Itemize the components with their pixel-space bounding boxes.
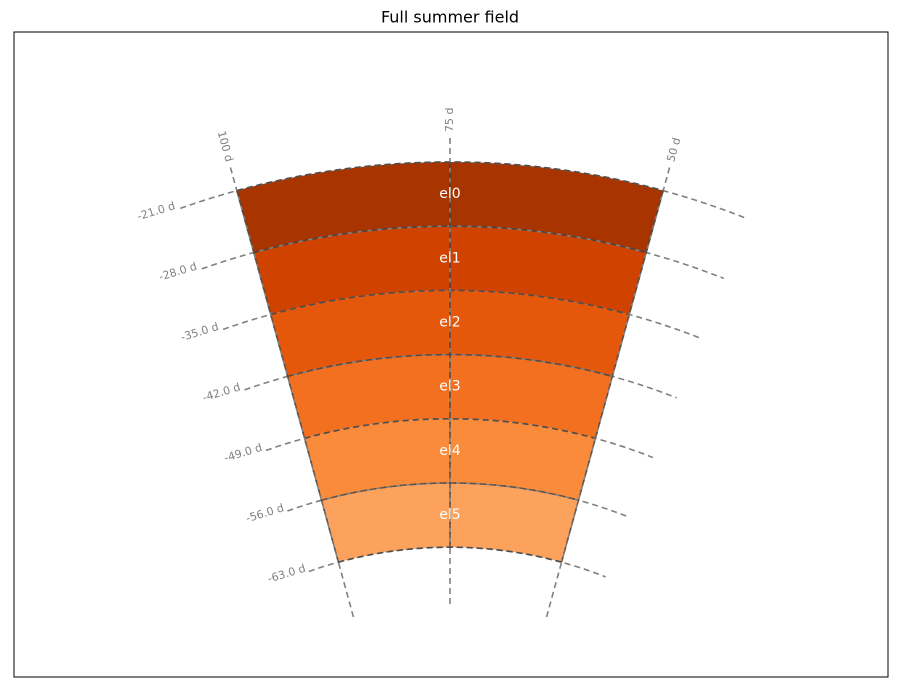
region-label: el5 (439, 507, 460, 523)
region-label: el2 (439, 315, 460, 331)
map-title: Full summer field (381, 8, 519, 27)
region-label: el0 (439, 186, 460, 202)
dec-grid-line (201, 225, 725, 280)
ra-label: 50 d (664, 136, 683, 163)
dec-label: -49.0 d (223, 441, 264, 465)
dec-label: -28.0 d (157, 260, 198, 284)
ra-label: 75 d (443, 108, 456, 132)
region-edge (253, 225, 647, 254)
region-label: el1 (439, 250, 460, 266)
dec-label: -42.0 d (201, 381, 242, 405)
dec-label: -63.0 d (266, 562, 307, 586)
region-label: el3 (439, 379, 460, 395)
dec-label: -21.0 d (136, 199, 177, 223)
region-edge (236, 190, 340, 563)
region-edge (560, 190, 664, 563)
region-label: el4 (439, 443, 461, 459)
dec-label: -56.0 d (244, 501, 285, 525)
dec-label: -35.0 d (179, 320, 220, 344)
ra-label: 100 d (215, 129, 236, 163)
frame (13, 31, 889, 678)
